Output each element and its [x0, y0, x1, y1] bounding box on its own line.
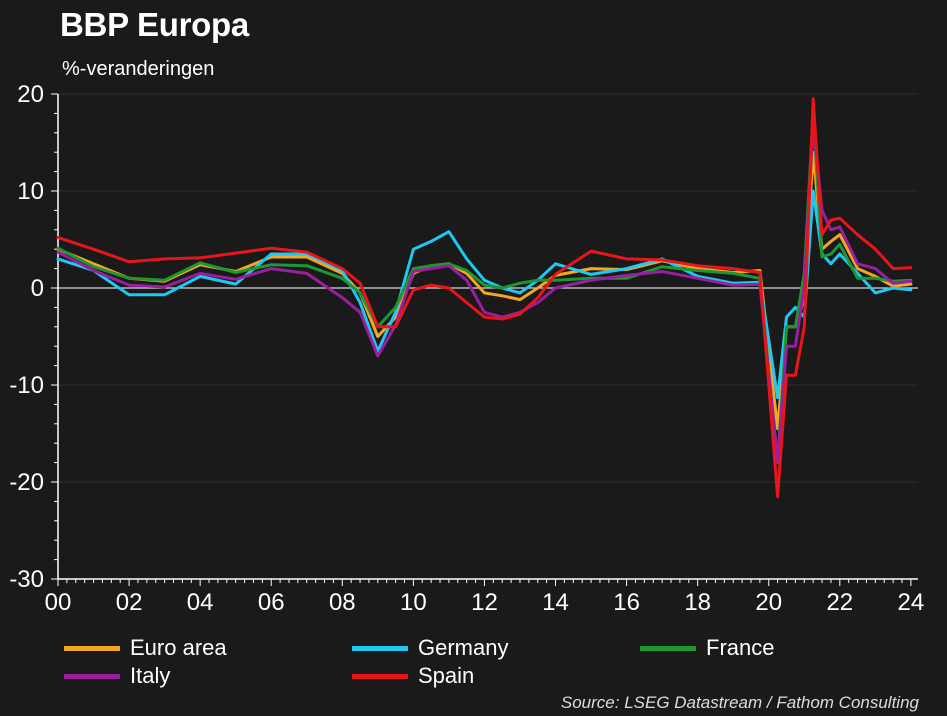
y-tick-label: -20 — [9, 469, 44, 496]
x-tick-label: 18 — [684, 589, 711, 616]
x-tick-label: 20 — [755, 589, 782, 616]
y-tick-label: 20 — [17, 81, 44, 108]
y-tick-label: -30 — [9, 566, 44, 593]
legend-item-italy: Italy — [64, 662, 170, 690]
legend-label-france: France — [706, 635, 775, 660]
series-lines — [56, 97, 913, 499]
chart-subtitle: %-veranderingen — [62, 58, 215, 80]
legend-swatch-euro-area — [64, 645, 120, 651]
x-tick-label: 02 — [116, 589, 143, 616]
chart-title: BBP Europa — [60, 6, 249, 43]
y-tick-label: -10 — [9, 372, 44, 399]
y-tick-label: 10 — [17, 178, 44, 205]
legend-swatch-italy — [64, 673, 120, 679]
legend-item-euro-area: Euro area — [64, 634, 227, 662]
legend-swatch-spain — [352, 673, 408, 679]
legend-label-spain: Spain — [418, 663, 475, 688]
legend-item-spain: Spain — [352, 662, 474, 690]
x-tick-label: 16 — [613, 589, 640, 616]
x-tick-label: 08 — [329, 589, 356, 616]
x-tick-label: 22 — [826, 589, 853, 616]
legend-label-italy: Italy — [130, 663, 171, 688]
x-tick-label: 14 — [542, 589, 569, 616]
legend: Euro area Germany France Italy Spain — [64, 634, 864, 694]
source-note: Source: LSEG Datastream / Fathom Consult… — [560, 693, 919, 712]
legend-item-france: France — [640, 634, 774, 662]
legend-swatch-france — [640, 645, 696, 651]
legend-item-germany: Germany — [352, 634, 508, 662]
x-tick-label: 10 — [400, 589, 427, 616]
legend-swatch-germany — [352, 645, 408, 651]
grid-lines — [58, 93, 918, 580]
y-tick-label: 0 — [31, 275, 44, 302]
x-tick-label: 24 — [898, 589, 925, 616]
x-tick-label: 00 — [45, 589, 72, 616]
legend-label-euro-area: Euro area — [130, 635, 227, 660]
series-line-spain — [56, 97, 913, 499]
x-tick-label: 12 — [471, 589, 498, 616]
legend-label-germany: Germany — [418, 635, 509, 660]
x-tick-label: 06 — [258, 589, 285, 616]
x-tick-label: 04 — [187, 589, 214, 616]
